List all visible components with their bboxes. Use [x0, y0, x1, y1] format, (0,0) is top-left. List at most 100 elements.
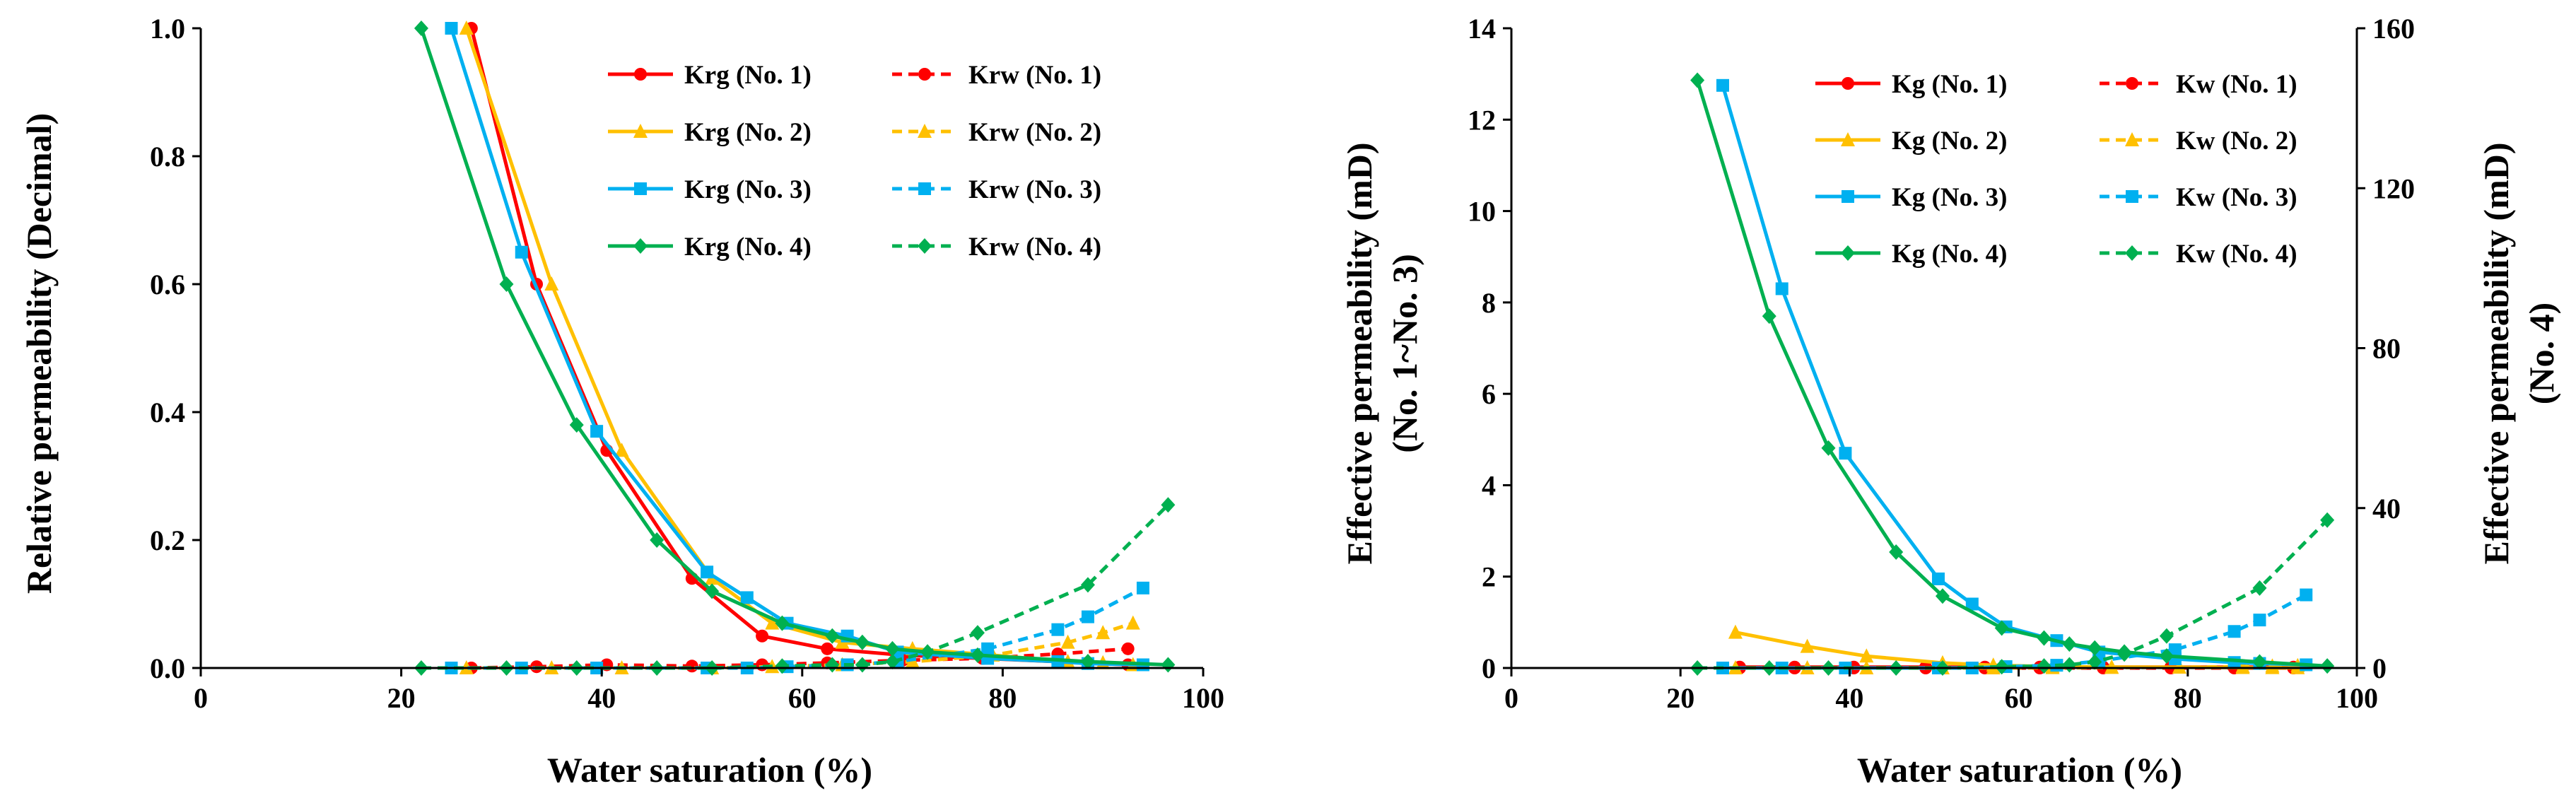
data-point — [970, 647, 985, 663]
data-point — [885, 640, 900, 657]
effective-permeability-chart: 0 20 40 60 80 100 0 2 4 6 8 10 12 14 0 40 80 120 160 Water… — [1288, 0, 2576, 803]
legend-label: Krw (No. 4) — [968, 233, 1101, 262]
legend-entry: Kw (No. 3) — [2100, 183, 2297, 212]
series-kg-no-3 — [1716, 78, 2313, 672]
data-point — [2235, 659, 2250, 674]
legend-label: Krg (No. 3) — [684, 175, 812, 204]
data-point — [1994, 659, 2009, 675]
data-point — [1051, 623, 1065, 636]
data-point — [685, 660, 698, 673]
data-point — [2253, 614, 2266, 627]
data-point — [756, 629, 769, 643]
data-point — [2252, 580, 2267, 596]
y2-tick-label: 160 — [2372, 13, 2415, 45]
data-point — [1161, 657, 1176, 673]
data-point — [1859, 648, 1874, 663]
data-point — [2300, 588, 2313, 602]
legend-entry: Krw (No. 3) — [892, 175, 1101, 204]
legend-label: Kg (No. 3) — [1892, 183, 2007, 212]
data-point — [445, 22, 458, 35]
data-point — [2252, 654, 2267, 670]
legend-marker — [1842, 77, 1854, 90]
data-point — [1935, 588, 1950, 604]
data-point — [970, 625, 985, 641]
data-point — [650, 532, 665, 548]
data-point — [1060, 634, 1075, 649]
legend-marker — [2126, 77, 2138, 90]
legend-entry: Krg (No. 3) — [608, 175, 812, 204]
series-kw-no-4 — [1690, 512, 2335, 676]
y-tick-label: 14 — [1468, 13, 1496, 45]
data-point — [2117, 646, 2132, 662]
data-point — [459, 20, 474, 35]
legend-marker — [634, 182, 647, 195]
legend-marker — [918, 124, 932, 138]
legend-marker — [2125, 132, 2139, 146]
data-point — [920, 644, 935, 660]
data-point — [981, 642, 995, 655]
data-point — [569, 417, 584, 433]
y2-tick-label: 0 — [2372, 652, 2387, 684]
legend-marker — [1841, 245, 1855, 261]
y-tick-label: 0.8 — [150, 141, 185, 172]
y2-axis-subtitle: (No. 4) — [2522, 303, 2561, 404]
data-point — [1728, 624, 1743, 639]
legend-entry: Kg (No. 3) — [1815, 183, 2007, 212]
y-tick-label: 6 — [1482, 378, 1496, 410]
data-point — [1821, 440, 1836, 456]
data-point — [825, 628, 840, 644]
x-tick-label: 40 — [1835, 682, 1863, 714]
legend-label: Kw (No. 1) — [2176, 70, 2297, 99]
data-point — [1716, 78, 1729, 92]
data-point — [1080, 577, 1095, 593]
y2-tick-label: 40 — [2372, 493, 2401, 524]
y-tick-label: 0.6 — [150, 269, 185, 300]
legend-entry: Krg (No. 4) — [608, 233, 812, 262]
legend-entry: Krw (No. 2) — [892, 118, 1101, 147]
legend-label: Krw (No. 2) — [968, 118, 1101, 147]
y-tick-label: 8 — [1482, 287, 1496, 319]
data-point — [2088, 654, 2102, 670]
y-tick-label: 0.0 — [150, 652, 185, 684]
data-point — [2168, 643, 2182, 657]
x-axis-title: Water saturation (%) — [1857, 750, 2182, 790]
data-point — [1839, 447, 1852, 460]
series-line — [1697, 518, 2329, 670]
data-point — [2104, 660, 2119, 674]
data-point — [1994, 620, 2009, 636]
y-tick-label: 0.2 — [150, 524, 185, 556]
x-tick-label: 20 — [387, 682, 416, 714]
data-point — [2159, 628, 2174, 644]
legend-entry: Kw (No. 1) — [2100, 70, 2297, 99]
data-point — [1161, 497, 1176, 513]
x-tick-label: 100 — [1182, 682, 1224, 714]
legend-marker — [633, 238, 648, 254]
data-point — [855, 634, 870, 650]
legend-entry: Kg (No. 4) — [1815, 240, 2007, 269]
legend-entry: Kg (No. 2) — [1815, 127, 2007, 156]
legend-label: Kg (No. 2) — [1892, 127, 2007, 156]
data-point — [1965, 597, 1979, 611]
y-axis-subtitle: (No. 1~No. 3) — [1385, 254, 1424, 453]
data-point — [885, 653, 900, 669]
data-point — [1889, 544, 1904, 560]
legend-label: Krg (No. 4) — [684, 233, 812, 262]
data-point — [2159, 648, 2174, 664]
y-tick-label: 0 — [1482, 652, 1496, 684]
legend-entry: Kw (No. 2) — [2100, 127, 2297, 156]
data-point — [590, 425, 604, 438]
legend-label: Kg (No. 4) — [1892, 240, 2007, 269]
data-point — [1931, 572, 1945, 585]
legend-label: Kg (No. 1) — [1892, 70, 2007, 99]
legend-entry: Krw (No. 1) — [892, 61, 1101, 90]
x-tick-label: 60 — [788, 682, 816, 714]
x-tick-label: 0 — [1504, 682, 1518, 714]
data-point — [544, 276, 559, 291]
legend-label: Kw (No. 4) — [2176, 240, 2297, 269]
legend-marker — [918, 238, 932, 254]
legend-entry: Krg (No. 2) — [608, 118, 812, 147]
data-point — [499, 276, 514, 292]
relative-permeability-chart: 0 20 40 60 80 100 0.0 0.2 0.4 0.6 0.8 1.0 Water sat… — [19, 13, 1224, 790]
data-point — [2227, 625, 2241, 638]
